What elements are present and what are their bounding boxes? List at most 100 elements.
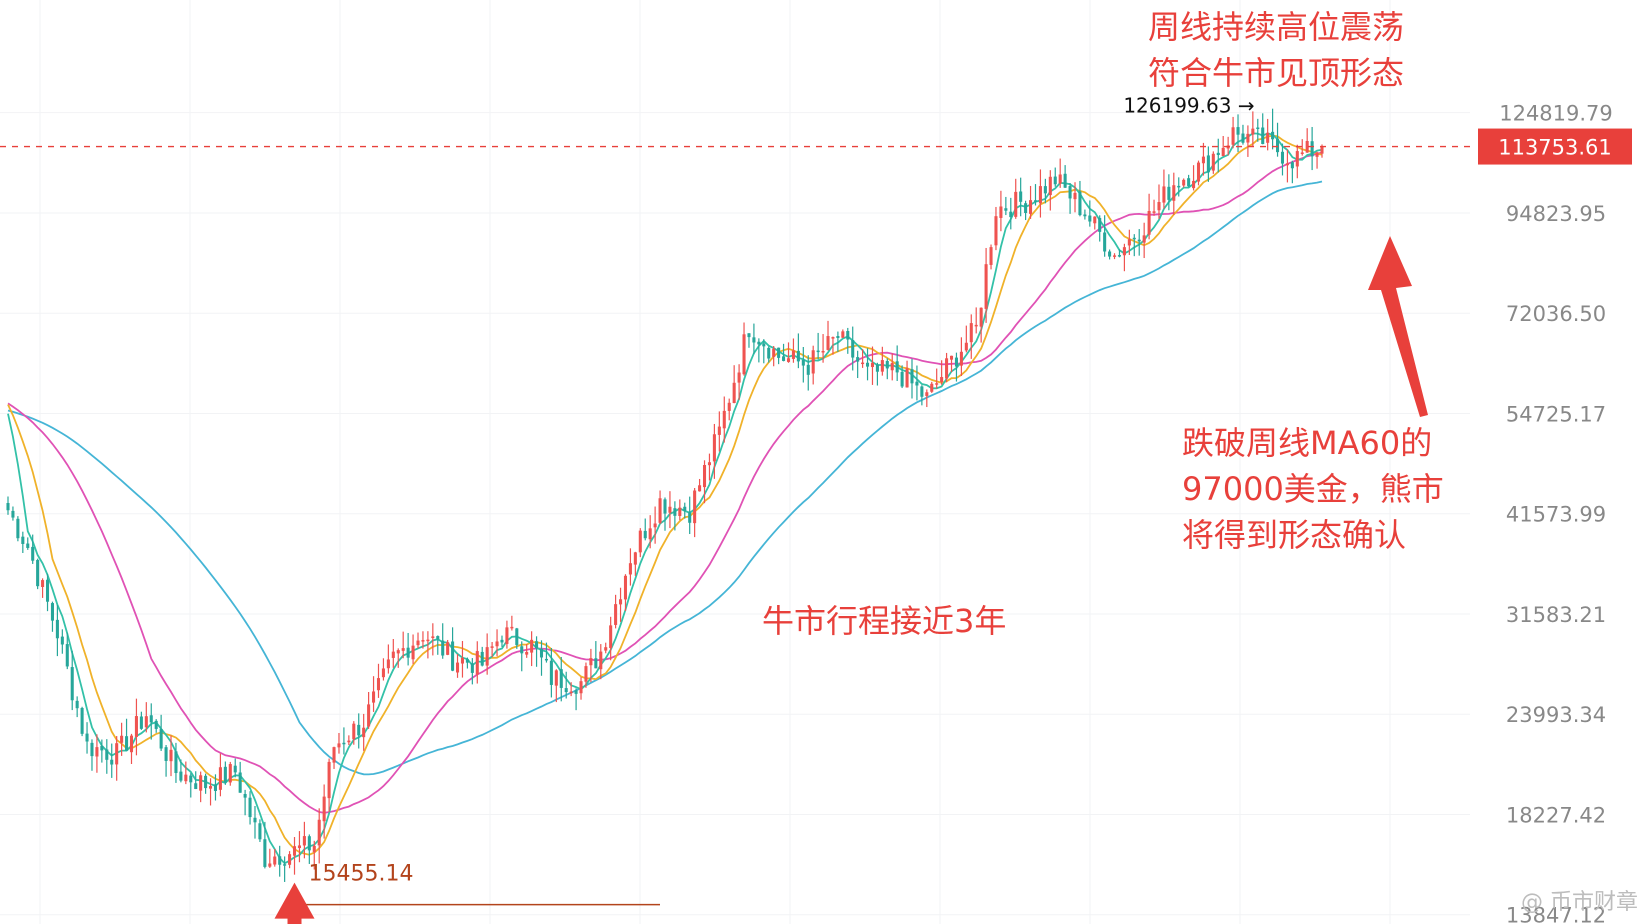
candle-body [144,716,148,728]
candle-body [189,775,193,783]
candle-body [1147,210,1151,235]
candle-body [283,864,287,866]
candle-body [742,334,746,375]
candle-body [1048,176,1052,196]
candle-body [707,462,711,466]
candle-body [930,383,934,392]
candle-body [1083,214,1087,217]
candle-body [559,669,563,688]
candle-body [1132,237,1136,240]
candle-body [846,331,850,340]
candle-body [1182,179,1186,186]
candle-body [95,747,99,757]
candle-body [1231,127,1235,145]
candle-body [184,774,188,782]
candle-body [1276,138,1280,153]
candle-body [391,651,395,658]
y-tick-label: 41573.99 [1506,503,1606,527]
candle-body [544,658,548,661]
candle-body [421,640,425,642]
candle-body [945,358,949,379]
candle-body [979,307,983,327]
candle-body [460,657,464,664]
candle-body [920,386,924,397]
candle-body [915,381,919,386]
candle-body [149,715,153,723]
candle-body [1201,156,1205,164]
candle-body [1058,174,1062,184]
candle-body [455,662,460,673]
candle-body [1285,163,1289,166]
candle-body [327,761,331,799]
candle-body [115,743,119,765]
candle-body [890,363,894,371]
candle-body [6,503,10,511]
candle-body [416,640,420,646]
candle-body [297,845,301,849]
candle-body [900,371,904,387]
candle-body [1167,186,1171,200]
candle-body [100,745,104,751]
candle-body [139,716,143,729]
candle-body [1122,247,1126,256]
candle-body [194,783,198,790]
candle-body [1196,162,1201,182]
candle-body [110,759,114,765]
ma30-line [7,151,1323,814]
candle-body [401,648,405,651]
candle-body [505,627,509,644]
candle-body [584,666,588,682]
candle-body [248,797,252,818]
candle-body [772,348,776,357]
candle-body [357,724,361,736]
candle-body [1152,211,1156,213]
candle-body [1192,180,1196,189]
candle-body [619,599,623,605]
candle-body [441,640,445,656]
y-tick-label: 72036.50 [1506,302,1606,326]
candle-body [154,720,158,729]
candle-body [337,743,341,748]
candles [6,108,1324,882]
candle-body [767,347,771,359]
candle-body [599,651,603,670]
candle-body [801,359,805,366]
candle-body [396,650,400,654]
candle-body [964,342,968,351]
candle-body [1088,215,1092,222]
candle-body [999,206,1003,218]
candle-body [702,464,707,488]
high-price-label: 126199.63 → [1123,94,1254,118]
candle-body [1009,211,1013,218]
candle-body [1098,217,1102,232]
y-tick-label: 31583.21 [1506,603,1606,627]
candle-body [36,559,40,587]
candle-body [1117,255,1121,257]
candle-body [658,498,662,523]
candle-body [55,619,59,639]
candle-body [515,628,519,645]
candle-body [1177,185,1181,188]
candle-body [1320,146,1324,154]
ma10-line [7,134,1323,856]
candle-body [539,648,544,658]
candle-body [816,350,820,353]
candle-body [841,331,845,338]
candle-body [1236,127,1240,135]
candle-body [678,507,682,516]
candle-body [1256,127,1260,130]
candle-body [485,647,489,666]
candle-body [1127,239,1131,246]
candle-body [1078,191,1082,216]
candle-body [209,786,213,789]
candle-body [870,362,875,368]
candle-body [984,264,988,309]
candle-body [347,740,351,743]
candle-body [312,845,316,853]
candle-body [1300,152,1304,154]
candle-body [1073,192,1077,200]
candle-body [747,333,751,338]
price-axis: 124819.79 94823.95 72036.50 54725.17 41573.9… [1478,102,1632,924]
candle-body [223,766,227,783]
candle-body [821,350,825,353]
